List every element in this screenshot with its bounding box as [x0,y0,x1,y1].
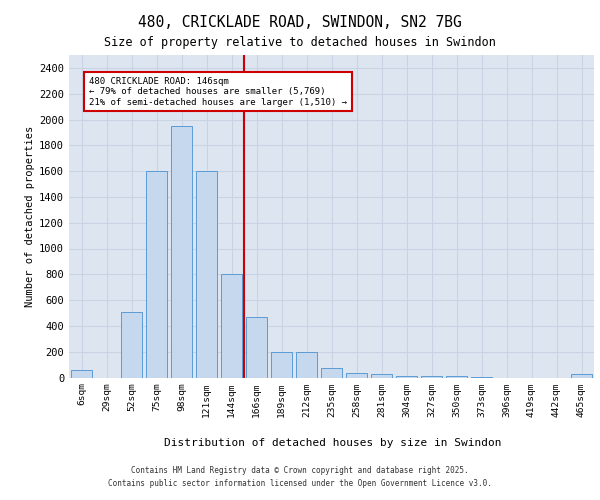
Bar [421,376,442,378]
Text: 480, CRICKLADE ROAD, SWINDON, SN2 7BG: 480, CRICKLADE ROAD, SWINDON, SN2 7BG [138,15,462,30]
Text: Distribution of detached houses by size in Swindon: Distribution of detached houses by size … [164,438,502,448]
Bar [571,374,592,378]
Bar [446,376,467,378]
Bar [71,370,92,378]
Bar [346,373,367,378]
Bar [371,374,392,378]
Bar [321,368,342,378]
Y-axis label: Number of detached properties: Number of detached properties [25,126,35,307]
Text: 480 CRICKLADE ROAD: 146sqm
← 79% of detached houses are smaller (5,769)
21% of s: 480 CRICKLADE ROAD: 146sqm ← 79% of deta… [89,77,347,106]
Bar [471,376,492,378]
Bar [196,171,217,378]
Text: Size of property relative to detached houses in Swindon: Size of property relative to detached ho… [104,36,496,49]
Bar [171,126,192,378]
Bar [396,376,417,378]
Text: Contains HM Land Registry data © Crown copyright and database right 2025.
Contai: Contains HM Land Registry data © Crown c… [108,466,492,487]
Bar [221,274,242,378]
Bar [246,317,267,378]
Bar [121,312,142,378]
Bar [146,171,167,378]
Bar [271,352,292,378]
Bar [296,352,317,378]
